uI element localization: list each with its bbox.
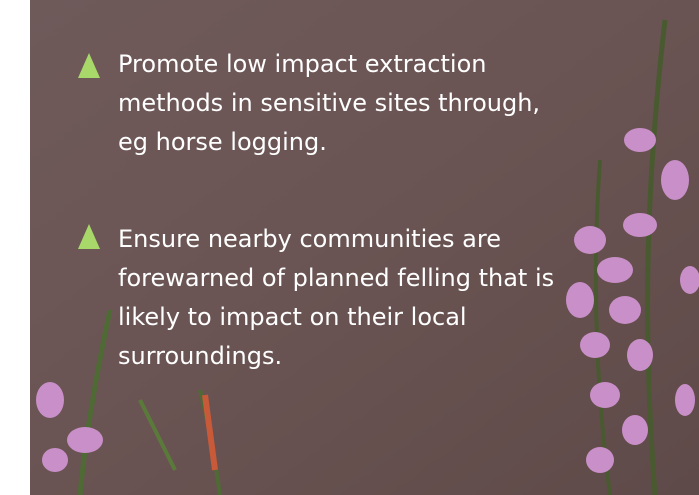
bullet-text: forewarned of planned felling that is <box>118 264 554 292</box>
page: {"bullets": [ {"lines": ["Promote low im… <box>0 0 699 495</box>
bullet-text: methods in sensitive sites through, <box>118 89 540 117</box>
bullet-text: Promote low impact extraction <box>118 50 486 78</box>
bullet-text: eg horse logging. <box>118 128 327 156</box>
slide: Promote low impact extraction methods in … <box>0 0 699 495</box>
bullet-text: surroundings. <box>118 342 282 370</box>
bullet-text: likely to impact on their local <box>118 303 467 331</box>
bullet-text: Ensure nearby communities are <box>118 225 501 253</box>
